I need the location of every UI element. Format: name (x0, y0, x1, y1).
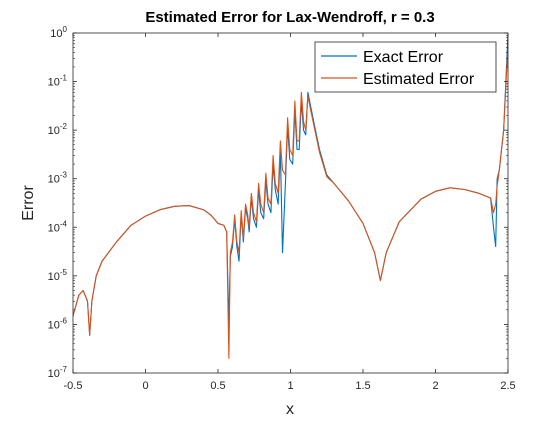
y-tick-label: 10-2 (48, 122, 68, 137)
y-tick-label: 10-7 (48, 365, 68, 380)
x-tick-label: 0.5 (210, 380, 225, 392)
legend: Exact Error Estimated Error (314, 41, 497, 93)
ticks-layer: -0.5 0 0.5 1 1.5 2 2.5 10-7 10-6 10-5 10-4 10-3 10-2… (48, 25, 516, 392)
y-tick-label: 100 (50, 25, 67, 40)
x-tick-label: 2 (432, 380, 438, 392)
x-tick-label: 0 (142, 380, 148, 392)
y-axis-label: Error (20, 185, 37, 221)
series-layer (73, 33, 508, 359)
x-tick-label: 2.5 (500, 380, 515, 392)
x-tick-label: 1.5 (355, 380, 370, 392)
x-tick-label: -0.5 (64, 380, 83, 392)
chart-title: Estimated Error for Lax-Wendroff, r = 0.… (145, 9, 434, 26)
x-tick-label: 1 (287, 380, 293, 392)
y-tick-label: 10-5 (48, 268, 68, 283)
y-tick-label: 10-3 (48, 171, 68, 186)
y-tick-label: 10-4 (48, 219, 68, 234)
y-tick-label: 10-1 (48, 74, 68, 89)
legend-label-estimated-error: Estimated Error (363, 71, 475, 88)
x-axis-label: x (286, 401, 294, 418)
series-line-estimated-error (73, 43, 508, 359)
y-tick-label: 10-6 (48, 316, 68, 331)
legend-label-exact-error: Exact Error (363, 49, 444, 66)
legend-box (314, 41, 497, 93)
